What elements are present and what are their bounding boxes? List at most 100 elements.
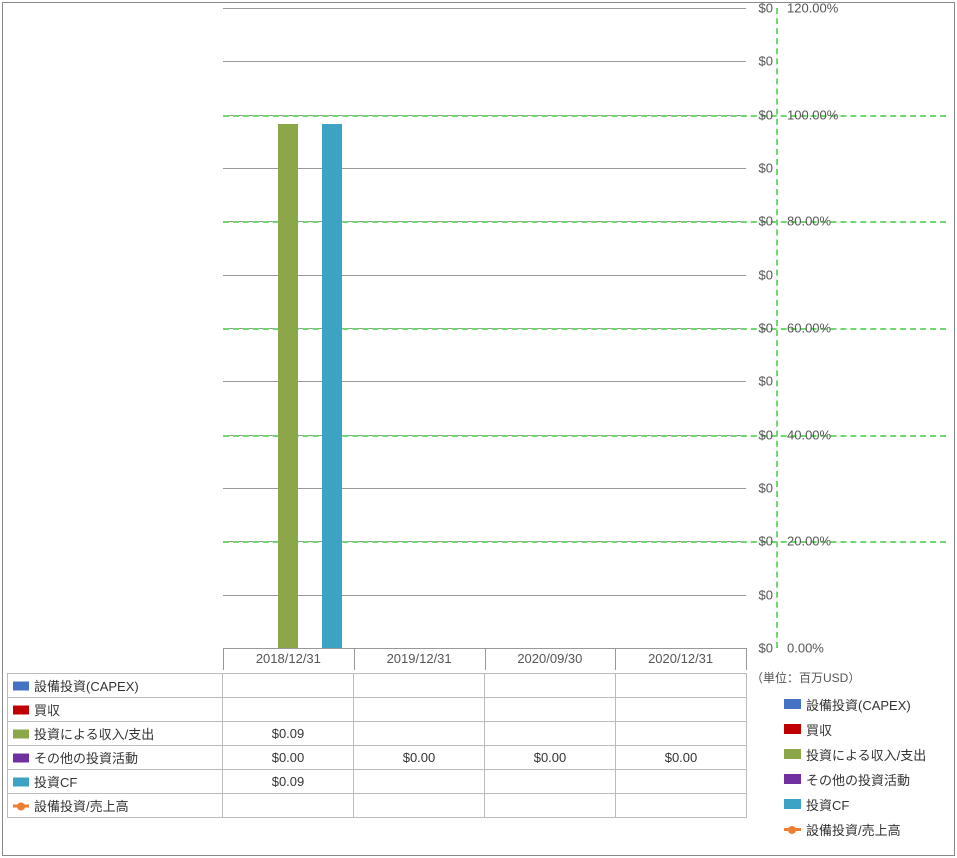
series-label-cell: 設備投資(CAPEX) <box>8 674 223 698</box>
y1-tick-label: $0 <box>751 641 773 656</box>
legend-label: 買収 <box>806 720 832 739</box>
table-cell <box>223 698 354 722</box>
y1-tick-label: $0 <box>751 54 773 69</box>
y1-tick-label: $0 <box>751 267 773 282</box>
table-cell <box>223 674 354 698</box>
x-category-label: 2020/12/31 <box>615 651 746 666</box>
legend-swatch <box>13 753 29 762</box>
legend-label: 設備投資/売上高 <box>806 820 901 839</box>
legend-right: 設備投資(CAPEX) 買収投資による収入/支出その他の投資活動投資CF 設備投資/… <box>784 693 926 843</box>
x-divider <box>354 648 355 670</box>
chart-container: $0 $0 $0 $0 $0 $0 $0 $0 $0 $0 $0 $0 $0 0.00% 20.00% 40… <box>2 2 955 856</box>
table-cell: $0.09 <box>223 770 354 794</box>
legend-item: 投資CF <box>784 793 926 815</box>
y2-tick-label: 40.00% <box>787 427 831 442</box>
y2-tick-label: 20.00% <box>787 534 831 549</box>
table-cell <box>354 722 485 746</box>
table-cell <box>354 674 485 698</box>
table-cell <box>354 770 485 794</box>
y2-tick-label: 120.00% <box>787 1 838 16</box>
legend-item: 設備投資(CAPEX) <box>784 693 926 715</box>
legend-swatch <box>784 724 801 734</box>
table-cell <box>616 698 747 722</box>
table-row: その他の投資活動$0.00$0.00$0.00$0.00 <box>8 746 747 770</box>
table-cell <box>354 794 485 818</box>
table-cell <box>354 698 485 722</box>
series-label-cell: 投資CF <box>8 770 223 794</box>
legend-label: 設備投資(CAPEX) <box>806 695 911 714</box>
legend-swatch <box>13 705 29 714</box>
series-label-text: 設備投資/売上高 <box>34 799 129 814</box>
y1-tick-label: $0 <box>751 321 773 336</box>
series-label-cell: 設備投資/売上高 <box>8 794 223 818</box>
legend-label: その他の投資活動 <box>806 770 910 789</box>
table-cell: $0.00 <box>354 746 485 770</box>
table-row: 買収 <box>8 698 747 722</box>
legend-label: 投資CF <box>806 795 849 814</box>
table-row: 投資CF $0.09 <box>8 770 747 794</box>
y2-tick-label: 80.00% <box>787 214 831 229</box>
table-row: 投資による収入/支出 $0.09 <box>8 722 747 746</box>
y1-tick-label: $0 <box>751 374 773 389</box>
legend-swatch <box>13 681 29 690</box>
table-row: 設備投資/売上高 <box>8 794 747 818</box>
legend-swatch <box>784 749 801 759</box>
legend-swatch <box>784 699 801 709</box>
series-label-cell: その他の投資活動 <box>8 746 223 770</box>
legend-label: 投資による収入/支出 <box>806 745 926 764</box>
legend-swatch <box>13 729 29 738</box>
table-cell <box>616 794 747 818</box>
series-label-text: 投資による収入/支出 <box>34 727 154 742</box>
series-label-cell: 投資による収入/支出 <box>8 722 223 746</box>
table-cell <box>485 722 616 746</box>
series-label-cell: 買収 <box>8 698 223 722</box>
legend-swatch <box>784 828 801 831</box>
y1-tick-label: $0 <box>751 161 773 176</box>
legend-swatch <box>784 774 801 784</box>
legend-item: 設備投資/売上高 <box>784 818 926 840</box>
bar-invcf <box>322 124 342 648</box>
y2-tick-label: 0.00% <box>787 641 824 656</box>
y1-tick-label: $0 <box>751 534 773 549</box>
y2-axis-dash <box>776 8 778 648</box>
x-divider <box>746 648 747 670</box>
x-divider <box>485 648 486 670</box>
series-label-text: 設備投資(CAPEX) <box>34 679 139 694</box>
table-cell <box>616 722 747 746</box>
legend-item: 買収 <box>784 718 926 740</box>
table-cell <box>485 794 616 818</box>
series-label-text: その他の投資活動 <box>34 751 138 766</box>
table-row: 設備投資(CAPEX) <box>8 674 747 698</box>
bar-invio <box>278 124 298 648</box>
legend-item: その他の投資活動 <box>784 768 926 790</box>
unit-label: （単位：百万USD） <box>751 669 860 686</box>
y1-tick-label: $0 <box>751 107 773 122</box>
x-divider <box>223 648 224 670</box>
table-cell: $0.00 <box>485 746 616 770</box>
table-cell <box>616 674 747 698</box>
x-divider <box>615 648 616 670</box>
y2-tick-label: 60.00% <box>787 321 831 336</box>
x-category-label: 2020/09/30 <box>485 651 616 666</box>
table-cell <box>485 674 616 698</box>
y1-tick-label: $0 <box>751 481 773 496</box>
table-cell <box>485 770 616 794</box>
y1-tick-label: $0 <box>751 587 773 602</box>
table-cell <box>616 770 747 794</box>
legend-swatch <box>13 804 29 807</box>
table-cell: $0.09 <box>223 722 354 746</box>
y1-tick-label: $0 <box>751 214 773 229</box>
data-table: 2018/12/312019/12/312020/09/302020/12/31… <box>7 673 747 818</box>
x-category-label: 2019/12/31 <box>354 651 485 666</box>
x-category-label: 2018/12/31 <box>223 651 354 666</box>
series-label-text: 投資CF <box>34 775 77 790</box>
legend-swatch <box>784 799 801 809</box>
table-cell <box>485 698 616 722</box>
table-cell: $0.00 <box>223 746 354 770</box>
legend-swatch <box>13 777 29 786</box>
bars-layer <box>223 8 746 648</box>
y1-tick-label: $0 <box>751 427 773 442</box>
table-cell <box>223 794 354 818</box>
table-cell: $0.00 <box>616 746 747 770</box>
y1-tick-label: $0 <box>751 1 773 16</box>
